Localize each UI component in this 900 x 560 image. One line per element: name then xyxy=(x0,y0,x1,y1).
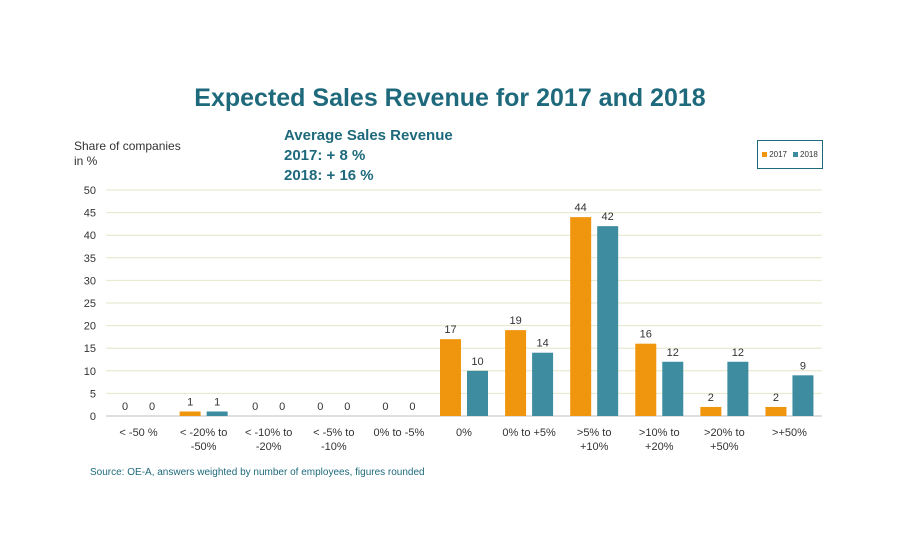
y-tick-label: 40 xyxy=(84,230,96,242)
bar-2018-9 xyxy=(727,361,749,416)
x-tick-label: < -5% to xyxy=(313,427,354,439)
data-label-2017-7: 44 xyxy=(575,202,587,214)
data-label-2018-10: 9 xyxy=(800,360,806,372)
data-label-2018-9: 12 xyxy=(732,347,744,359)
data-label-2017-6: 19 xyxy=(509,315,521,327)
data-label-2017-0: 0 xyxy=(122,401,128,413)
x-tick-label: -50% xyxy=(191,441,217,453)
legend-item-2017: 2017 xyxy=(762,150,787,159)
bar-2017-8 xyxy=(635,343,657,416)
y-tick-label: 5 xyxy=(90,388,96,400)
bar-2018-7 xyxy=(597,226,619,416)
y-tick-label: 10 xyxy=(84,366,96,378)
y-tick-label: 0 xyxy=(90,411,96,423)
y-tick-label: 20 xyxy=(84,321,96,333)
x-tick-label: -20% xyxy=(256,441,282,453)
y-tick-label: 45 xyxy=(84,208,96,220)
data-label-2018-8: 12 xyxy=(667,347,679,359)
annotation-2018: 2018: + 16 % xyxy=(284,167,374,184)
bar-2017-10 xyxy=(765,406,787,416)
bar-2018-5 xyxy=(467,370,488,416)
data-label-2017-9: 2 xyxy=(708,392,714,404)
bar-2017-6 xyxy=(505,330,527,416)
legend-label-2018: 2018 xyxy=(800,150,818,159)
x-tick-label: +10% xyxy=(580,441,609,453)
x-tick-label: 0% to -5% xyxy=(374,427,425,439)
data-label-2018-7: 42 xyxy=(602,211,614,223)
data-label-2017-2: 0 xyxy=(252,401,258,413)
average-revenue-annotation: Average Sales Revenue 2017: + 8 % 2018: … xyxy=(284,126,453,186)
legend-item-2018: 2018 xyxy=(793,150,818,159)
bar-2018-8 xyxy=(662,361,684,416)
bar-2018-6 xyxy=(532,352,554,416)
x-tick-label: >10% to xyxy=(639,427,680,439)
x-tick-label: +50% xyxy=(710,441,739,453)
x-tick-label: < -50 % xyxy=(119,427,157,439)
bar-2018-1 xyxy=(206,411,228,416)
data-label-2018-6: 14 xyxy=(536,338,548,350)
x-tick-label: >+50% xyxy=(772,427,807,439)
data-label-2018-3: 0 xyxy=(344,401,350,413)
x-tick-label: < -20% to xyxy=(180,427,227,439)
legend-swatch-2017 xyxy=(762,152,768,157)
bar-2017-9 xyxy=(700,406,722,416)
data-label-2018-2: 0 xyxy=(279,401,285,413)
y-tick-label: 15 xyxy=(84,343,96,355)
data-label-2018-0: 0 xyxy=(149,401,155,413)
x-tick-label: -10% xyxy=(321,441,347,453)
data-label-2017-10: 2 xyxy=(773,392,779,404)
x-tick-label: +20% xyxy=(645,441,674,453)
x-tick-label: 0% xyxy=(456,427,472,439)
bar-2017-7 xyxy=(570,217,592,416)
x-tick-label: >5% to xyxy=(577,427,612,439)
bar-2018-10 xyxy=(792,375,814,416)
data-label-2018-5: 10 xyxy=(471,356,483,368)
chart-title: Expected Sales Revenue for 2017 and 2018 xyxy=(194,84,706,112)
annotation-2017: 2017: + 8 % xyxy=(284,147,366,164)
bar-2017-1 xyxy=(179,411,201,416)
x-tick-label: >20% to xyxy=(704,427,745,439)
y-tick-label: 35 xyxy=(84,253,96,265)
x-tick-label: < -10% to xyxy=(245,427,292,439)
y-tick-label: 30 xyxy=(84,275,96,287)
x-tick-label: 0% to +5% xyxy=(502,427,556,439)
annotation-heading: Average Sales Revenue xyxy=(284,127,453,144)
legend-label-2017: 2017 xyxy=(769,150,787,159)
data-label-2017-8: 16 xyxy=(640,329,652,341)
y-tick-label: 50 xyxy=(84,185,96,197)
bar-2017-5 xyxy=(440,339,461,416)
data-label-2018-4: 0 xyxy=(409,401,415,413)
data-label-2017-3: 0 xyxy=(317,401,323,413)
data-label-2017-1: 1 xyxy=(187,396,193,408)
data-label-2017-5: 17 xyxy=(444,324,456,336)
data-label-2017-4: 0 xyxy=(382,401,388,413)
legend-swatch-2018 xyxy=(793,152,798,157)
source-note: Source: OE-A, answers weighted by number… xyxy=(90,467,425,478)
y-axis-title: Share of companies in % xyxy=(74,139,181,168)
data-label-2018-1: 1 xyxy=(214,396,220,408)
y-tick-label: 25 xyxy=(84,298,96,310)
legend: 2017 2018 xyxy=(757,140,823,169)
